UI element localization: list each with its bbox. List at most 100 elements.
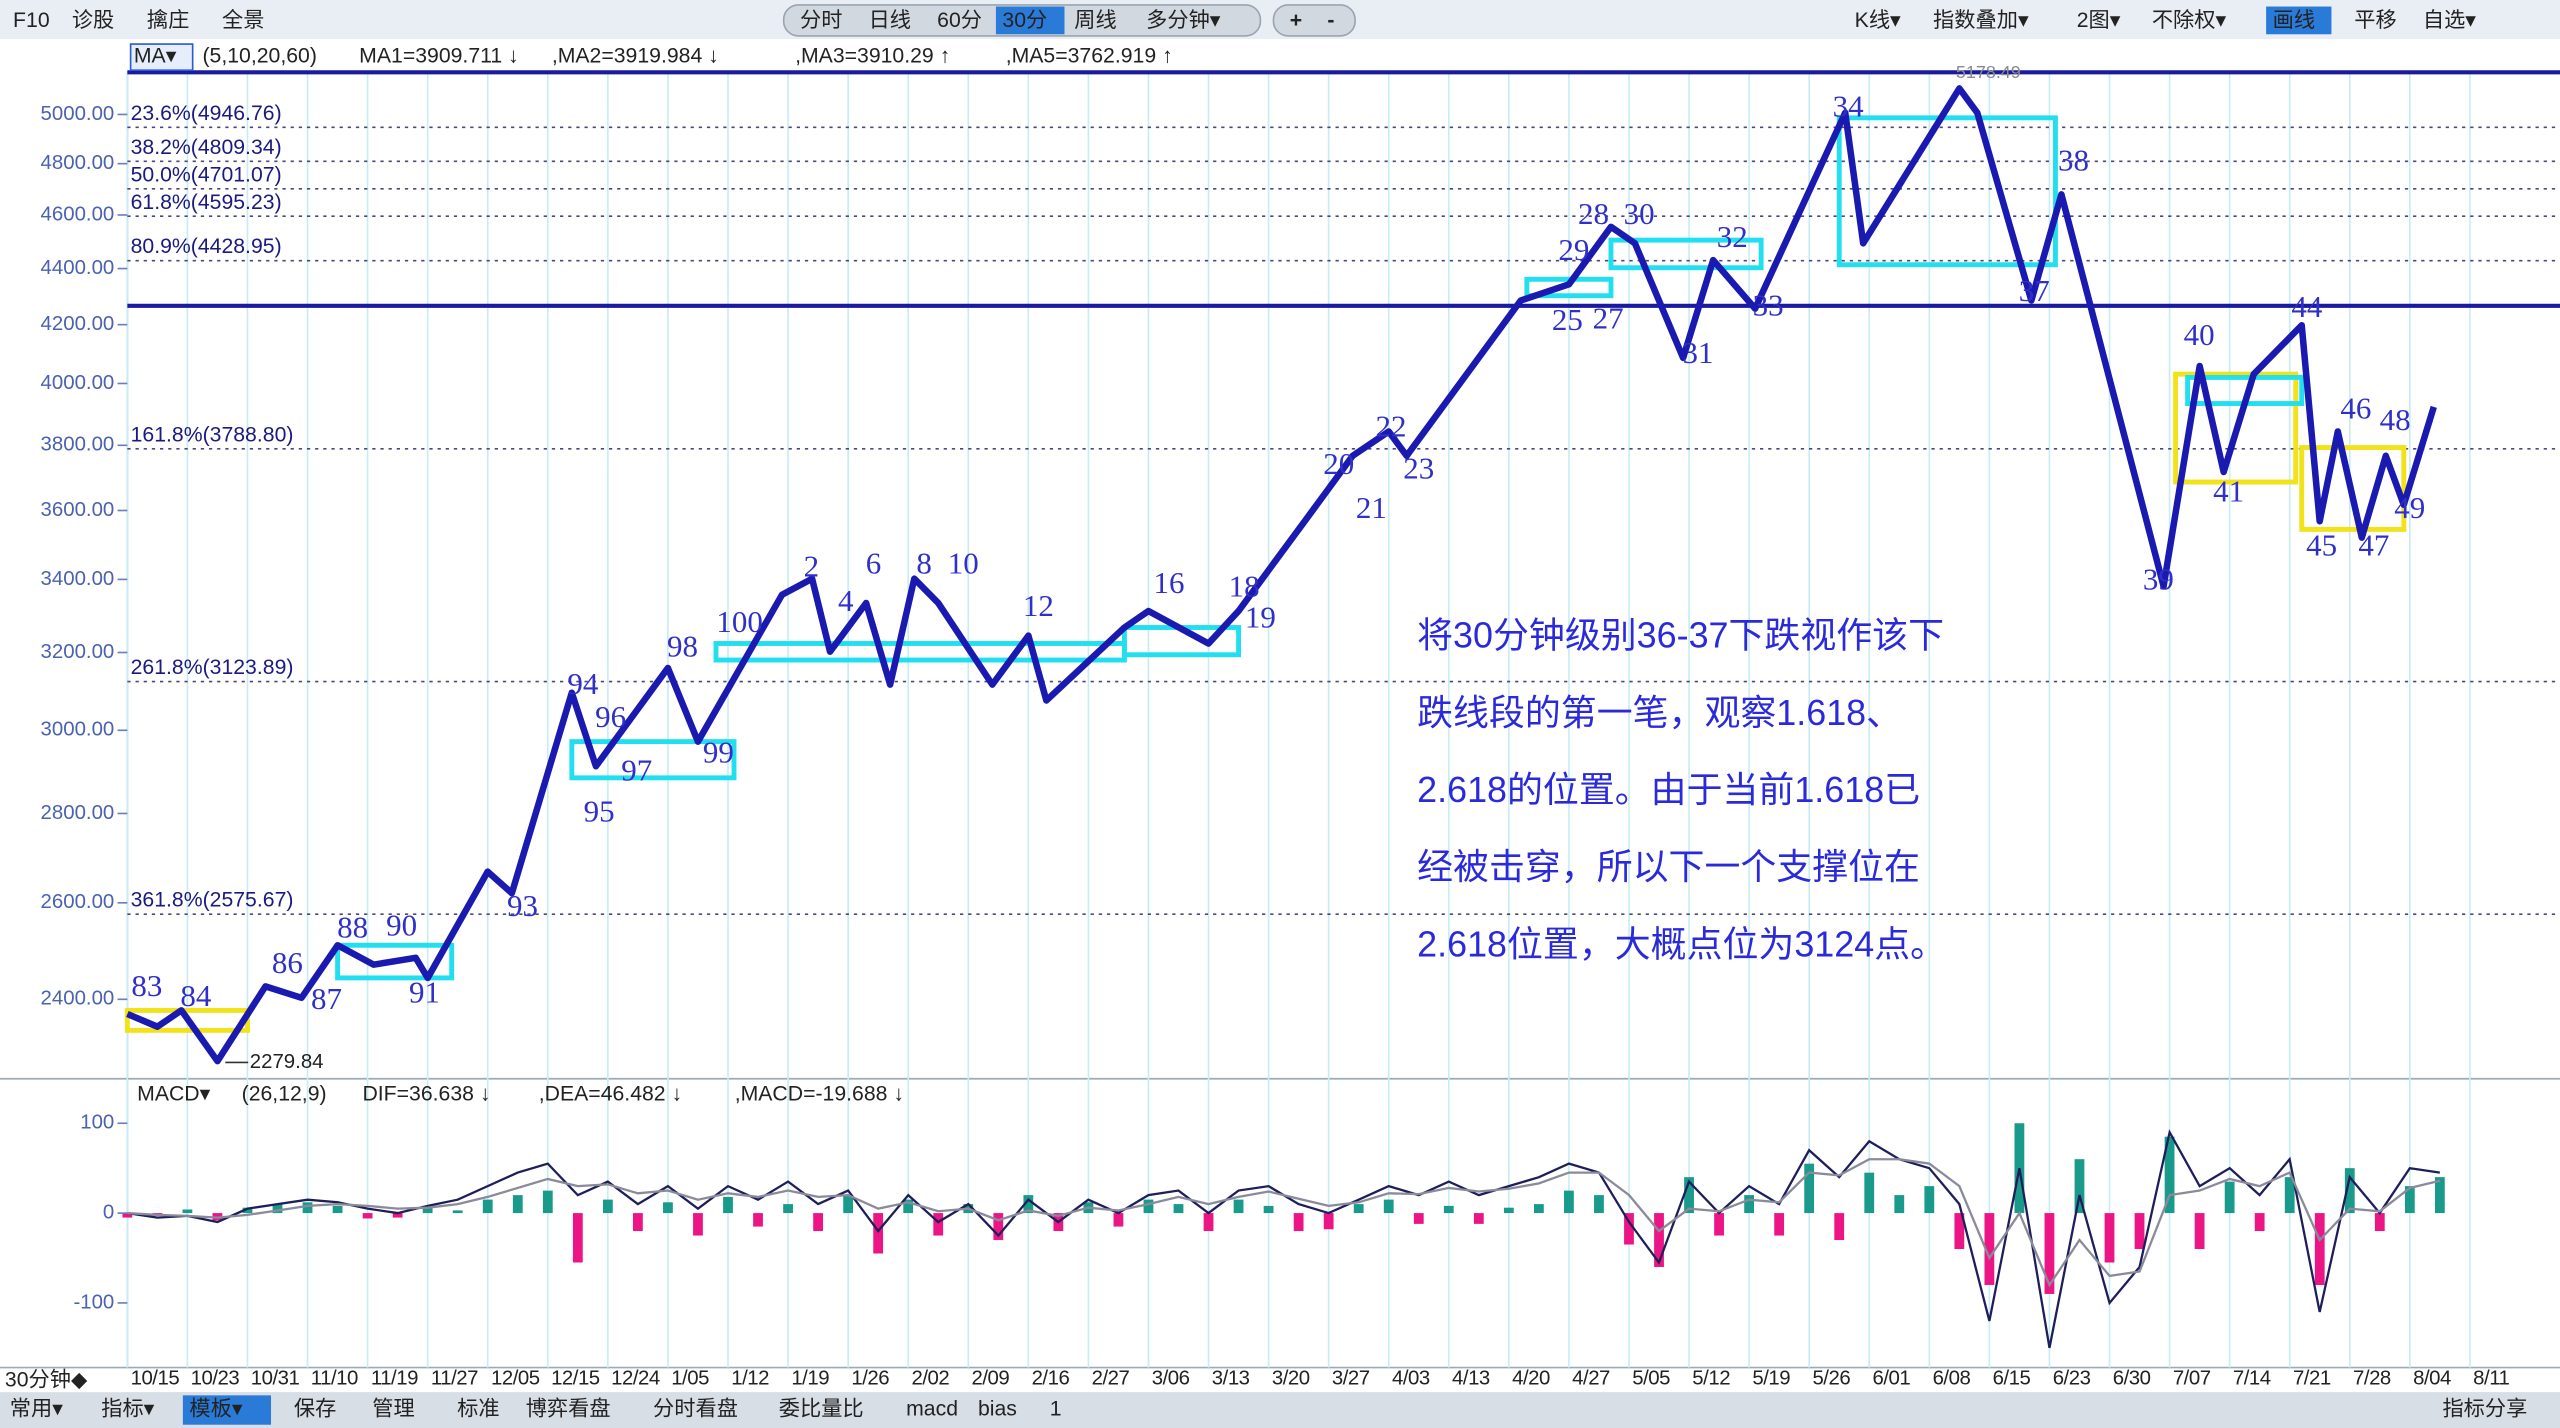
- footer-tab[interactable]: macd: [906, 1398, 958, 1421]
- macd-legend-item[interactable]: MACD▾: [137, 1083, 210, 1106]
- ma-legend-item: (5,10,20,60): [202, 45, 316, 68]
- pivot-zone: [2173, 371, 2299, 485]
- macd-bar: [633, 1213, 643, 1232]
- x-tick-label: 6/23: [2053, 1367, 2091, 1389]
- macd-bar: [182, 1209, 193, 1214]
- y-tick-label: 5000.00: [41, 103, 115, 125]
- x-tick-label: 8/11: [2473, 1367, 2509, 1389]
- x-tick-label: 3/13: [1212, 1367, 1250, 1389]
- toolbar-button[interactable]: 全景: [222, 8, 264, 32]
- y-tick-label: 0: [103, 1201, 114, 1223]
- macd-bar: [993, 1213, 1004, 1241]
- tool-button[interactable]: 平移: [2354, 8, 2396, 32]
- fib-label: 50.0%(4701.07): [131, 163, 282, 186]
- footer-tab[interactable]: 模板▾: [189, 1397, 242, 1421]
- pivot-zone: [335, 942, 455, 981]
- tool-button[interactable]: K线▾: [1855, 8, 1901, 32]
- footer-tab[interactable]: 分时看盘: [653, 1397, 738, 1421]
- macd-bar: [843, 1195, 854, 1214]
- macd-bar: [1203, 1213, 1214, 1232]
- period-button[interactable]: 日线: [869, 8, 911, 32]
- wave-label: 18: [1229, 568, 1260, 603]
- macd-bar: [1383, 1199, 1394, 1214]
- x-tick-label: 4/27: [1572, 1367, 1610, 1389]
- footer-tab[interactable]: 委比量比: [779, 1397, 864, 1421]
- footer-tab[interactable]: 标准: [457, 1397, 499, 1421]
- x-tick-label: 12/15: [551, 1367, 600, 1389]
- macd-bar: [1323, 1213, 1334, 1230]
- macd-bar: [1744, 1195, 1755, 1214]
- tool-button[interactable]: 自选▾: [2423, 8, 2476, 32]
- macd-bar: [2404, 1186, 2415, 1214]
- footer-tab[interactable]: 博弈看盘: [526, 1397, 611, 1421]
- macd-bar: [1654, 1213, 1664, 1267]
- x-tick-label: 3/20: [1272, 1367, 1310, 1389]
- y-tick-label: 4800.00: [41, 152, 115, 174]
- toolbar-button[interactable]: 诊股: [72, 8, 114, 32]
- tool-button[interactable]: 指数叠加▾: [1933, 8, 2029, 32]
- y-tick-label: 4400.00: [41, 257, 115, 279]
- macd-bar: [1864, 1172, 1875, 1214]
- y-tick-label: 3600.00: [41, 499, 115, 521]
- wave-label: 12: [1023, 588, 1054, 623]
- y-tick-label: 3000.00: [41, 719, 115, 741]
- x-tick-label: 6/08: [1933, 1367, 1971, 1389]
- ma-button-box: [129, 43, 194, 71]
- wave-label: 27: [1593, 301, 1624, 336]
- period-button[interactable]: 多分钟▾: [1146, 8, 1221, 32]
- toolbar-button[interactable]: 擒庄: [147, 8, 189, 32]
- footer-tab[interactable]: 管理: [372, 1397, 414, 1421]
- wave-label: 33: [1753, 288, 1784, 323]
- footer-tab[interactable]: 常用▾: [10, 1397, 63, 1421]
- macd-bar: [2044, 1213, 2055, 1294]
- tool-button[interactable]: 2图▾: [2077, 9, 2121, 32]
- x-tick-label: 6/15: [1993, 1367, 2031, 1389]
- period-button[interactable]: 周线: [1074, 8, 1116, 32]
- toolbar-button[interactable]: F10: [13, 9, 50, 32]
- zoom-button[interactable]: +: [1290, 9, 1302, 32]
- period-button[interactable]: 60分: [937, 8, 982, 32]
- x-tick-label: 4/03: [1392, 1367, 1430, 1389]
- macd-bar: [1804, 1163, 1815, 1214]
- zoom-group: [1272, 4, 1356, 37]
- footer-tab[interactable]: 指标▾: [101, 1397, 154, 1421]
- macd-legend-item: ,MACD=-19.688 ↓: [735, 1083, 904, 1106]
- x-tick-label: 1/26: [851, 1367, 889, 1389]
- wave-label: 10: [948, 545, 979, 580]
- tool-button[interactable]: 画线: [2273, 8, 2315, 32]
- macd-bar: [1954, 1213, 1965, 1250]
- macd-bar: [1293, 1213, 1304, 1232]
- wave-label: 95: [584, 793, 615, 828]
- wave-label: 98: [667, 629, 698, 664]
- macd-bar: [572, 1213, 583, 1263]
- share-button[interactable]: 指标分享: [2442, 1397, 2527, 1421]
- wave-label: 20: [1323, 446, 1354, 481]
- period-label-bg: [0, 1369, 125, 1393]
- fib-label: 38.2%(4809.34): [131, 136, 282, 159]
- period-button[interactable]: 30分: [1002, 8, 1047, 32]
- macd-bar: [1834, 1213, 1845, 1241]
- y-tick-label: 4200.00: [41, 313, 115, 335]
- macd-bar: [1984, 1213, 1995, 1285]
- macd-bar: [1594, 1195, 1604, 1214]
- tool-button[interactable]: 不除权▾: [2152, 8, 2227, 32]
- zoom-button[interactable]: -: [1327, 9, 1334, 32]
- period-button[interactable]: 分时: [800, 8, 842, 32]
- y-tick-label: -100: [73, 1291, 114, 1313]
- macd-bar: [302, 1202, 313, 1214]
- ma-legend-item[interactable]: MA▾: [134, 45, 177, 68]
- wave-line: [126, 85, 2437, 1065]
- x-tick-label: 5/12: [1692, 1367, 1730, 1389]
- wave-label: 93: [507, 888, 538, 923]
- footer-tab[interactable]: bias: [978, 1398, 1017, 1421]
- macd-bar: [362, 1213, 373, 1219]
- footer-tab[interactable]: 1: [1050, 1398, 1062, 1421]
- ma-legend-item: ,MA5=3762.919 ↑: [1006, 45, 1173, 68]
- macd-bar: [2284, 1177, 2295, 1214]
- wave-label: 31: [1682, 335, 1713, 370]
- macd-bar: [2434, 1177, 2445, 1214]
- footer-tab[interactable]: 保存: [294, 1397, 336, 1421]
- macd-bar: [272, 1204, 283, 1214]
